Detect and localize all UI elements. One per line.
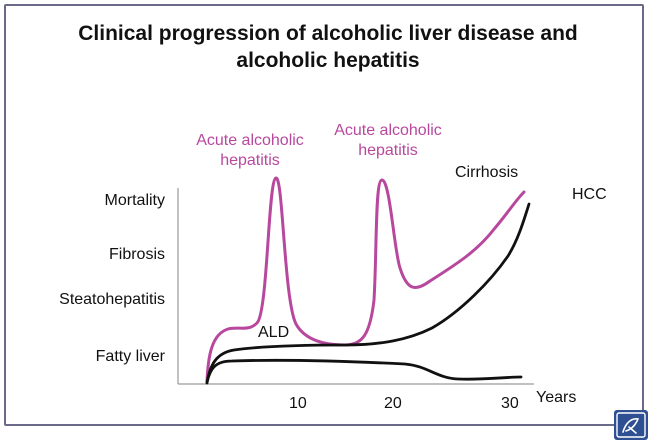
acute-1-line-2: hepatitis: [220, 152, 280, 169]
label-acute-hepatitis-2: Acute alcoholic hepatitis: [318, 121, 458, 161]
label-hcc: HCC: [572, 186, 607, 203]
title-line-1: Clinical progression of alcoholic liver …: [78, 22, 578, 45]
acute-1-line-1: Acute alcoholic: [196, 132, 304, 149]
y-label-mortality: Mortality: [104, 192, 165, 209]
acute-2-line-1: Acute alcoholic: [334, 122, 442, 139]
label-acute-hepatitis-1: Acute alcoholic hepatitis: [180, 131, 320, 171]
ald-progression-curve: [205, 202, 531, 385]
label-ald: ALD: [258, 324, 290, 341]
diagram-title: Clinical progression of alcoholic liver …: [0, 20, 656, 74]
y-label-steatohepatitis: Steatohepatitis: [59, 291, 165, 308]
y-label-fatty-liver: Fatty liver: [95, 348, 165, 365]
acute-hepatitis-curve: [205, 176, 526, 384]
x-axis-unit: Years: [536, 389, 577, 406]
y-label-fibrosis: Fibrosis: [108, 246, 165, 263]
label-cirrhosis: Cirrhosis: [455, 164, 519, 181]
x-tick-30: 30: [501, 395, 519, 412]
fatty-liver-curve: [205, 358, 523, 384]
publisher-logo-icon: [614, 410, 648, 440]
title-line-2: alcoholic hepatitis: [236, 49, 420, 72]
x-tick-10: 10: [289, 395, 307, 412]
acute-2-line-2: hepatitis: [358, 142, 418, 159]
figure-frame: [4, 4, 644, 426]
x-tick-20: 20: [384, 395, 402, 412]
